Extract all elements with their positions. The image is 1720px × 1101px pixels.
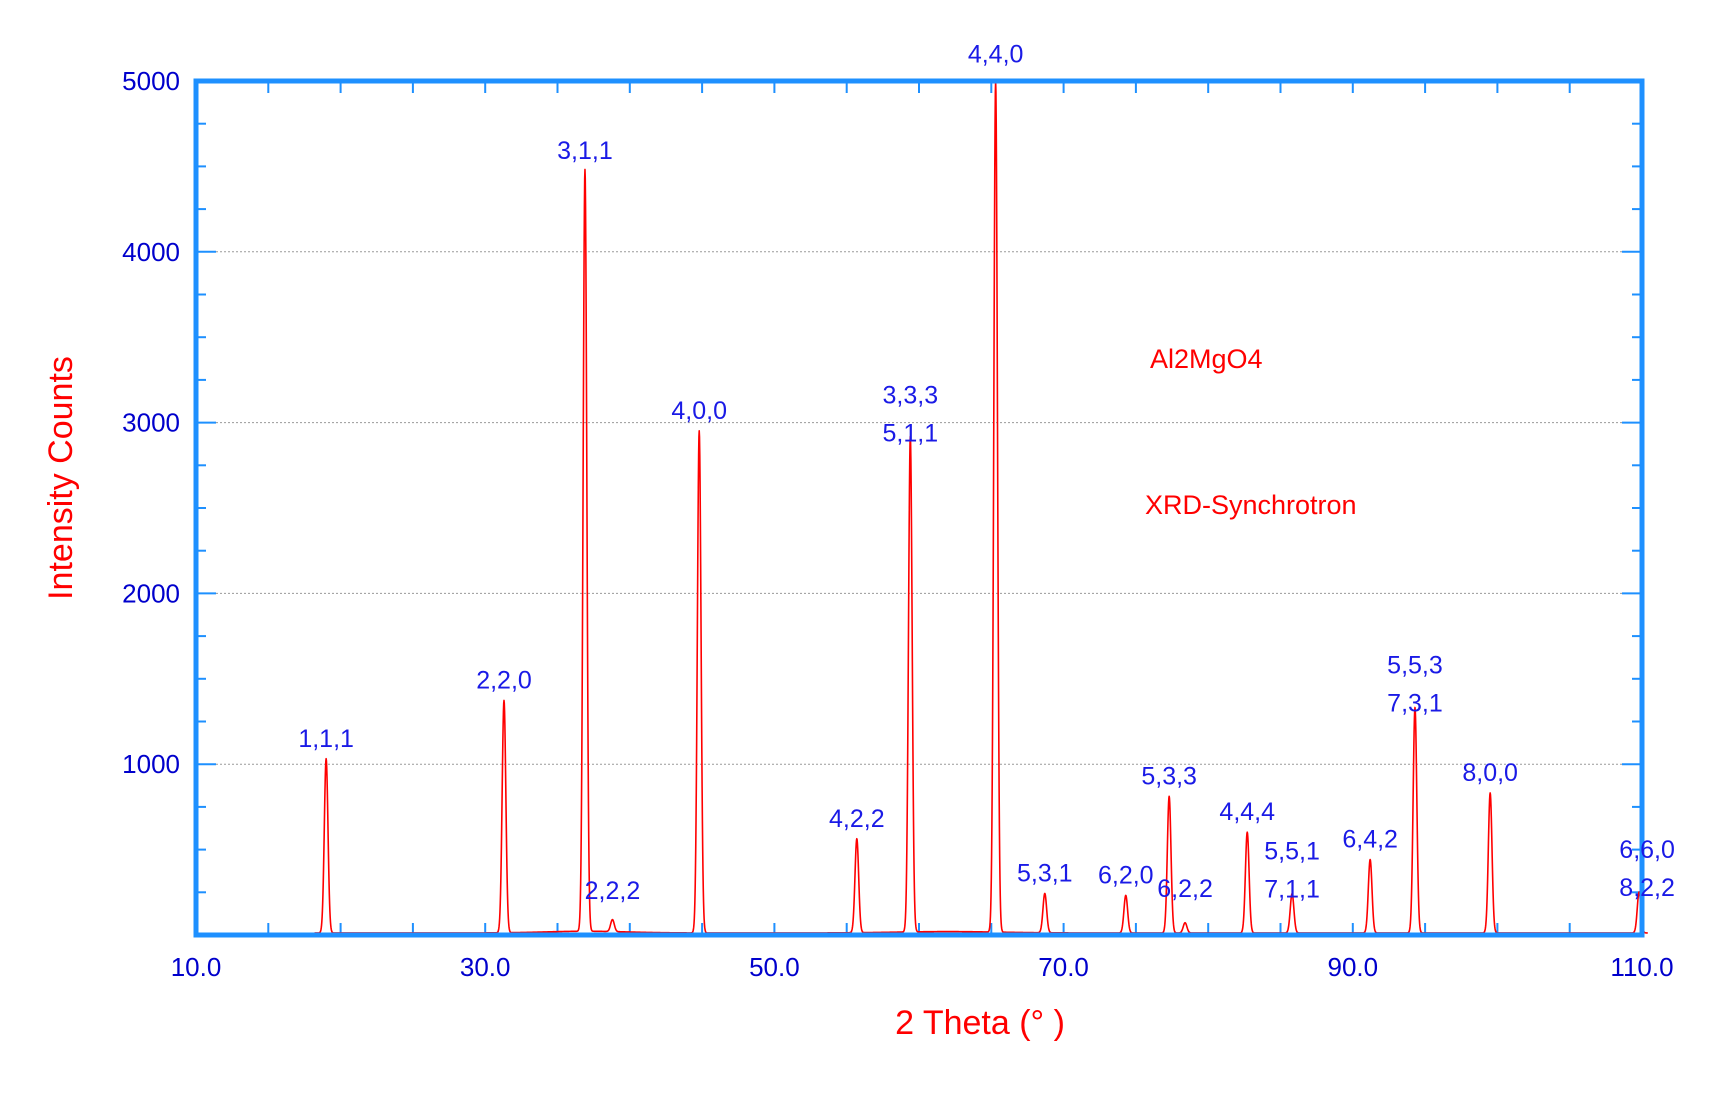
x-tick-label: 70.0: [1038, 952, 1089, 982]
peak-label: 5,3,1: [1017, 860, 1073, 888]
x-tick-label: 30.0: [460, 952, 511, 982]
peak-point: [856, 841, 857, 842]
y-tick-label: 3000: [122, 408, 180, 438]
peak-point: [1169, 798, 1170, 799]
peak-point: [326, 760, 327, 761]
peak-label: 7,3,1: [1387, 690, 1443, 718]
y-tick-label: 5000: [122, 66, 180, 96]
plot-frame: [193, 78, 1645, 938]
peak-point: [1490, 794, 1491, 795]
x-tick-labels: 10.0 30.0 50.0 70.0 90.0 110.0: [171, 952, 1674, 982]
x-tick-label: 90.0: [1327, 952, 1378, 982]
peak-label: 2,2,2: [585, 877, 641, 905]
peak-label: 6,4,2: [1342, 826, 1398, 854]
y-tick-label: 1000: [122, 749, 180, 779]
peak-label: 7,1,1: [1264, 876, 1320, 904]
peak-point: [995, 84, 996, 85]
y-tick-label: 2000: [122, 578, 180, 608]
peak-label: 4,0,0: [671, 397, 727, 425]
peak-label: 4,4,0: [968, 40, 1024, 68]
peak-point: [1125, 897, 1126, 898]
y-tick-label: 4000: [122, 237, 180, 267]
axis-ticks: [195, 81, 1643, 935]
peak-label: 5,5,3: [1387, 652, 1443, 680]
peak-point: [1247, 834, 1248, 835]
peak-point: [1185, 924, 1186, 925]
peak-label: 6,6,0: [1619, 836, 1675, 864]
peak-label: 4,2,2: [829, 805, 885, 833]
peak-label: 5,1,1: [883, 420, 939, 448]
peak-labels: 1,1,1 2,2,0 3,1,1 2,2,2 4,0,0 4,2,2 3,3,3 5,1,1…: [298, 40, 1675, 925]
peak-label: 6,2,0: [1098, 861, 1154, 889]
peak-label: 2,2,0: [476, 667, 532, 695]
peak-point: [1044, 895, 1045, 896]
peak-point: [503, 702, 504, 703]
y-axis-title: Intensity Counts: [42, 356, 80, 600]
peak-label: 6,2,2: [1157, 875, 1213, 903]
peak-label: 4,4,4: [1219, 798, 1275, 826]
x-tick-label: 50.0: [749, 952, 800, 982]
peak-label: 3,1,1: [557, 137, 613, 165]
peak-point: [1370, 861, 1371, 862]
gridlines: [196, 251, 1642, 765]
x-tick-label: 10.0: [171, 952, 222, 982]
x-axis-title: 2 Theta (° ): [895, 1004, 1065, 1042]
peak-label: 1,1,1: [298, 725, 354, 753]
x-tick-label: 110.0: [1610, 952, 1673, 982]
peak-point: [612, 923, 613, 924]
compound-annotation: Al2MgO4: [1150, 344, 1263, 374]
peak-label: 8,2,2: [1619, 874, 1675, 902]
peak-label: 5,5,1: [1264, 838, 1320, 866]
y-tick-labels: 1000 2000 3000 4000 5000: [122, 66, 180, 779]
peak-label: 3,3,3: [883, 382, 939, 410]
peak-point: [699, 432, 700, 433]
xrd-pattern-line: [314, 80, 1649, 934]
method-annotation: XRD-Synchrotron: [1145, 490, 1357, 520]
peak-point: [584, 173, 585, 174]
peak-label: 5,3,3: [1141, 762, 1197, 790]
peak-label: 8,0,0: [1462, 759, 1518, 787]
